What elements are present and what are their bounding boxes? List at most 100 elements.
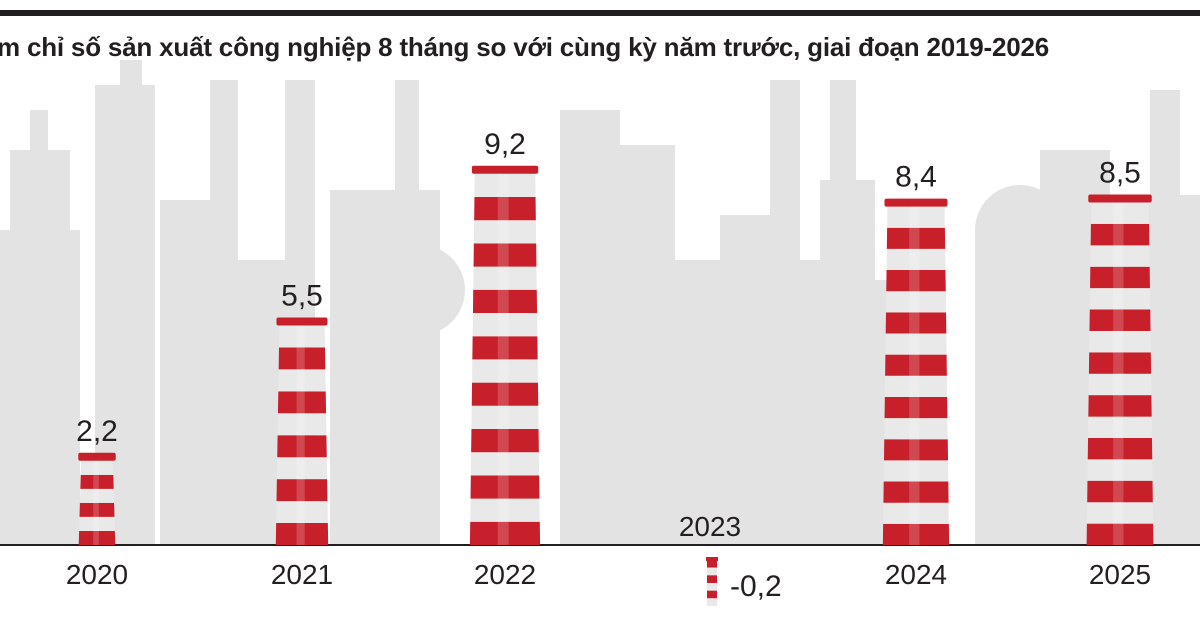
bar-2023-stripe xyxy=(707,590,717,599)
bar-2024-stripe xyxy=(886,227,946,249)
bar-2021 xyxy=(275,317,329,545)
bar-2024-stripe xyxy=(886,270,946,292)
bar-2023 xyxy=(706,557,718,606)
bar-2025-stripe xyxy=(1088,352,1152,374)
bar-2025-stripe xyxy=(1086,502,1154,524)
x-label-2022: 2022 xyxy=(474,559,536,590)
bars-group xyxy=(78,165,1154,606)
bar-2024-stripe xyxy=(883,460,949,482)
bar-2021-stripe xyxy=(277,435,327,458)
bar-2021-stripe xyxy=(276,457,328,480)
chart-title: m chỉ số sản xuất công nghiệp 8 tháng so… xyxy=(0,32,1050,62)
bar-2023-stripe xyxy=(707,560,717,568)
bar-2025-stripe xyxy=(1087,459,1153,481)
bar-2022-stripe xyxy=(474,173,536,197)
bar-2025-stripe xyxy=(1088,416,1152,438)
bar-2021-stripe xyxy=(277,413,327,436)
bar-2022-highlight xyxy=(497,173,509,546)
bar-2023-stripe xyxy=(707,567,717,576)
bar-2024-stripe xyxy=(885,333,947,355)
bar-2025-highlight xyxy=(1113,202,1124,545)
bar-2024-stripe xyxy=(885,354,947,376)
bar-2025-stripe xyxy=(1088,373,1152,396)
bar-2024-cap xyxy=(884,198,948,207)
bar-2022-stripe xyxy=(473,243,537,267)
x-label-2025: 2025 xyxy=(1089,559,1151,590)
bar-2025-stripe xyxy=(1090,223,1150,246)
bar-2025-stripe xyxy=(1090,245,1150,267)
bar-2025-stripe xyxy=(1088,395,1152,417)
bar-2022-stripe xyxy=(470,475,540,499)
bar-2023-stripe xyxy=(707,575,717,583)
bar-2020-stripe xyxy=(79,516,115,531)
bar-2024-stripe xyxy=(887,206,945,228)
bar-2020-stripe xyxy=(80,474,114,489)
x-label-2023: 2023 xyxy=(679,511,741,542)
bar-2020-stripe xyxy=(80,460,114,475)
bar-2024-stripe xyxy=(883,439,949,461)
bar-2021-stripe xyxy=(277,391,327,414)
bar-2021-stripe xyxy=(275,523,329,545)
bar-2022-stripe xyxy=(471,382,539,406)
bar-2021-stripe xyxy=(276,479,328,502)
bar-2020-cap xyxy=(78,452,116,461)
bar-2022-stripe xyxy=(472,313,538,337)
x-label-2024: 2024 xyxy=(885,559,947,590)
bar-2023-stripe xyxy=(707,583,717,591)
bar-2020-stripe xyxy=(79,488,115,503)
bar-2023-cap xyxy=(706,557,718,561)
bar-2022-stripe xyxy=(472,336,538,360)
value-label-2024: 8,4 xyxy=(895,161,937,194)
bar-2024-stripe xyxy=(883,481,949,503)
bar-2022 xyxy=(469,165,541,546)
bar-2021-cap xyxy=(276,317,328,326)
bar-2022-stripe xyxy=(471,429,539,453)
bar-2022-stripe xyxy=(472,359,538,383)
bar-2020-highlight xyxy=(93,460,99,545)
bar-2024-stripe xyxy=(884,418,948,440)
x-label-2021: 2021 xyxy=(271,559,333,590)
value-label-2025: 8,5 xyxy=(1099,157,1141,190)
bar-2021-stripe xyxy=(279,325,325,348)
bar-2025-stripe xyxy=(1087,480,1153,503)
bar-2024-stripe xyxy=(883,502,949,524)
bar-2020 xyxy=(78,452,116,545)
bar-2025-cap xyxy=(1088,194,1152,203)
bar-2024-stripe xyxy=(885,312,947,334)
bar-2024 xyxy=(882,198,950,545)
bar-2024-stripe xyxy=(886,248,946,271)
bar-2025-stripe xyxy=(1090,266,1150,289)
bar-2025-stripe xyxy=(1087,437,1153,460)
bar-2022-stripe xyxy=(474,197,536,221)
value-label-2020: 2,2 xyxy=(76,415,118,448)
labels-group: 2,2 2020 5,5 2021 9,2 2022 -0,2 2023 8,4 2024 8,5 2… xyxy=(66,128,1151,603)
bar-2022-stripe xyxy=(473,266,537,290)
bar-2024-stripe xyxy=(884,375,948,397)
bar-2025-stripe xyxy=(1090,202,1150,224)
value-label-2021: 5,5 xyxy=(281,280,323,313)
bar-2022-stripe xyxy=(473,220,537,244)
bar-2022-stripe xyxy=(472,289,538,313)
bar-2022-stripe xyxy=(470,452,540,476)
top-rule xyxy=(0,10,1200,16)
x-label-2020: 2020 xyxy=(66,559,128,590)
bar-2021-stripe xyxy=(276,501,328,524)
bar-2025-stripe xyxy=(1089,330,1151,353)
bar-2021-stripe xyxy=(278,347,326,370)
bar-2021-highlight xyxy=(296,325,305,545)
bar-2022-stripe xyxy=(471,405,539,429)
bar-2024-stripe xyxy=(885,291,947,313)
value-label-2023: -0,2 xyxy=(730,570,782,603)
bar-2023-stripe xyxy=(707,598,717,606)
bar-2025-stripe xyxy=(1086,523,1154,545)
bar-2022-stripe xyxy=(470,498,540,522)
factory-skyline-background xyxy=(0,60,1200,545)
bar-2022-stripe xyxy=(469,521,541,545)
value-label-2022: 9,2 xyxy=(484,128,526,161)
bar-2022-cap xyxy=(471,165,539,174)
bar-2024-stripe xyxy=(882,523,950,545)
bar-2025-stripe xyxy=(1089,309,1151,331)
bar-2025-stripe xyxy=(1089,288,1151,310)
bar-2021-stripe xyxy=(278,369,326,392)
